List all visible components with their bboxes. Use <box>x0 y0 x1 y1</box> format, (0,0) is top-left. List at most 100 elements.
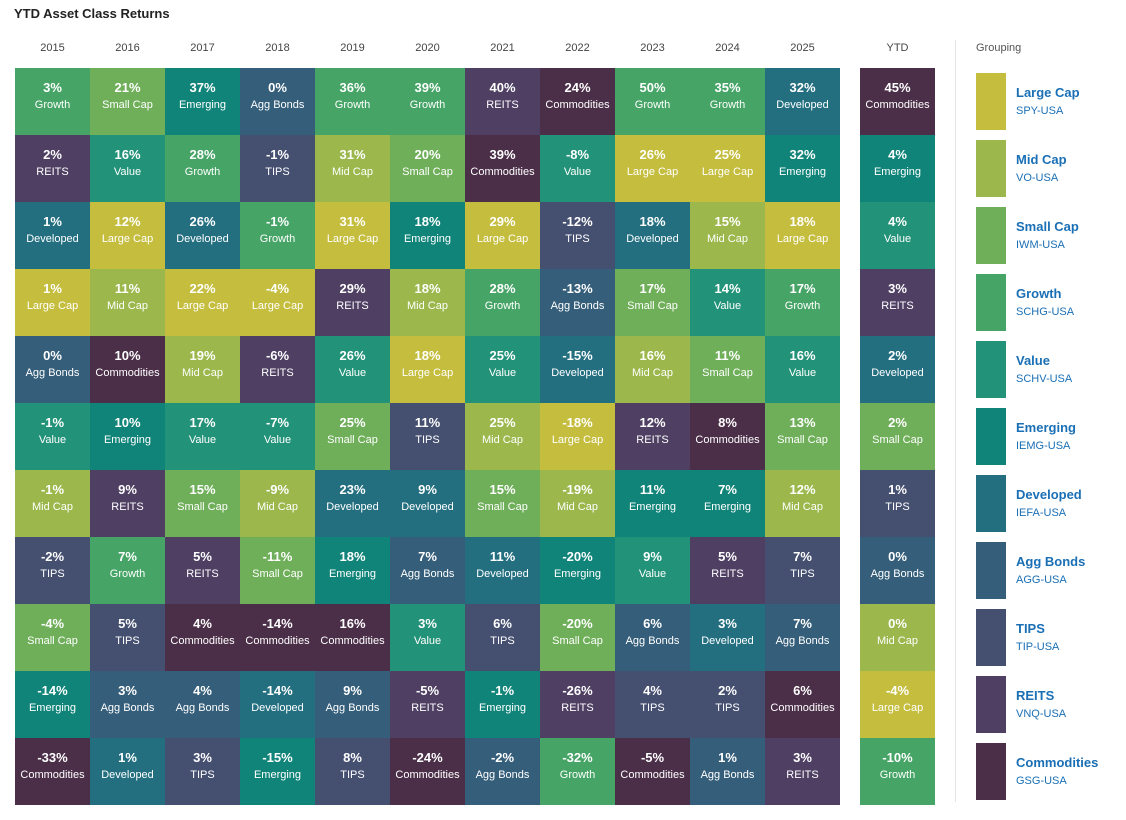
legend-item[interactable]: Mid Cap VO-USA <box>976 140 1116 198</box>
asset-class-label: Large Cap <box>101 233 154 245</box>
asset-class-label: Agg Bonds <box>870 568 925 580</box>
return-value: 16% <box>789 348 816 363</box>
legend-ticker: SPY-USA <box>1016 105 1064 117</box>
return-cell: 40% REITS <box>465 68 540 135</box>
year-header: 2017 <box>190 42 215 54</box>
asset-class-label: Value <box>638 568 667 580</box>
legend-ticker: SCHG-USA <box>1016 306 1075 318</box>
legend-item[interactable]: Value SCHV-USA <box>976 341 1116 399</box>
return-value: -19% <box>562 482 593 497</box>
return-value: 11% <box>714 348 741 363</box>
return-value: 29% <box>489 214 516 229</box>
legend-ticker: AGG-USA <box>1016 574 1067 586</box>
legend-item[interactable]: TIPS TIP-USA <box>976 609 1116 667</box>
asset-class-label: REITS <box>881 300 914 312</box>
return-cell: 3% REITS <box>860 269 935 336</box>
asset-class-label: Developed <box>626 233 679 245</box>
return-value: 39% <box>489 147 516 162</box>
return-value: 16% <box>339 616 366 631</box>
return-value: 14% <box>714 281 741 296</box>
return-value: 7% <box>793 616 812 631</box>
return-cell: 25% Value <box>465 336 540 403</box>
asset-class-label: Small Cap <box>27 635 78 647</box>
legend-item[interactable]: Small Cap IWM-USA <box>976 207 1116 265</box>
return-cell: 7% Agg Bonds <box>390 537 465 604</box>
chart-title: YTD Asset Class Returns <box>14 6 170 21</box>
legend-item[interactable]: REITS VNQ-USA <box>976 676 1116 734</box>
asset-class-label: Emerging <box>328 568 377 580</box>
return-value: 0% <box>888 616 907 631</box>
asset-class-label: Large Cap <box>551 434 604 446</box>
return-cell: -18% Large Cap <box>540 403 615 470</box>
legend-item[interactable]: Large Cap SPY-USA <box>976 73 1116 131</box>
asset-class-label: TIPS <box>885 501 910 513</box>
legend-item[interactable]: Developed IEFA-USA <box>976 475 1116 533</box>
return-cell: 25% Small Cap <box>315 403 390 470</box>
return-cell: 4% Emerging <box>860 135 935 202</box>
return-value: 9% <box>418 482 437 497</box>
return-cell: 21% Small Cap <box>90 68 165 135</box>
return-cell: -15% Emerging <box>240 738 315 805</box>
return-value: 25% <box>489 415 516 430</box>
return-value: 3% <box>193 750 212 765</box>
return-value: 40% <box>489 80 516 95</box>
return-value: 26% <box>339 348 366 363</box>
legend-swatch <box>976 73 1006 130</box>
asset-class-label: Developed <box>776 99 829 111</box>
return-cell: -11% Small Cap <box>240 537 315 604</box>
return-cell: 32% Developed <box>765 68 840 135</box>
legend-name: Growth <box>1016 286 1062 301</box>
return-cell: -4% Large Cap <box>240 269 315 336</box>
asset-class-label: Agg Bonds <box>250 99 305 111</box>
return-cell: 1% TIPS <box>860 470 935 537</box>
return-cell: 18% Mid Cap <box>390 269 465 336</box>
asset-class-label: Growth <box>484 300 521 312</box>
returns-grid: 2015 3% Growth 2% REITS 1% Developed 1% Large Ca… <box>15 42 935 805</box>
return-cell: 9% Value <box>615 537 690 604</box>
return-cell: 29% REITS <box>315 269 390 336</box>
return-cell: -26% REITS <box>540 671 615 738</box>
return-value: -33% <box>37 750 68 765</box>
return-value: 15% <box>714 214 741 229</box>
asset-class-label: Commodities <box>320 635 385 647</box>
asset-class-label: TIPS <box>565 233 590 245</box>
legend-item[interactable]: Commodities GSG-USA <box>976 743 1116 801</box>
asset-class-label: Mid Cap <box>557 501 598 513</box>
asset-class-label: Mid Cap <box>32 501 73 513</box>
asset-class-label: Growth <box>634 99 671 111</box>
asset-class-label: Emerging <box>478 702 527 714</box>
return-cell: 10% Commodities <box>90 336 165 403</box>
return-value: 3% <box>43 80 62 95</box>
return-cell: -1% Emerging <box>465 671 540 738</box>
return-value: 12% <box>639 415 666 430</box>
year-header: 2024 <box>715 42 740 54</box>
asset-class-label: Agg Bonds <box>325 702 380 714</box>
return-cell: 15% Mid Cap <box>690 202 765 269</box>
asset-class-label: Small Cap <box>552 635 603 647</box>
return-value: 2% <box>888 348 907 363</box>
return-cell: 28% Growth <box>165 135 240 202</box>
return-cell: -24% Commodities <box>390 738 465 805</box>
return-cell: 36% Growth <box>315 68 390 135</box>
legend-item[interactable]: Emerging IEMG-USA <box>976 408 1116 466</box>
legend-swatch <box>976 542 1006 599</box>
legend-item[interactable]: Agg Bonds AGG-USA <box>976 542 1116 600</box>
asset-class-label: Small Cap <box>702 367 753 379</box>
asset-class-label: Emerging <box>703 501 752 513</box>
return-cell: 29% Large Cap <box>465 202 540 269</box>
return-value: 11% <box>489 549 516 564</box>
return-cell: 3% REITS <box>765 738 840 805</box>
legend-item[interactable]: Growth SCHG-USA <box>976 274 1116 332</box>
return-cell: 23% Developed <box>315 470 390 537</box>
return-value: 18% <box>414 348 441 363</box>
return-cell: 8% TIPS <box>315 738 390 805</box>
return-value: -6% <box>265 348 290 363</box>
return-value: -26% <box>562 683 593 698</box>
asset-class-label: Commodities <box>470 166 535 178</box>
asset-class-label: Value <box>188 434 217 446</box>
return-value: 5% <box>718 549 737 564</box>
return-cell: 26% Developed <box>165 202 240 269</box>
asset-class-label: Developed <box>326 501 379 513</box>
return-value: -1% <box>265 147 290 162</box>
return-cell: 5% REITS <box>165 537 240 604</box>
